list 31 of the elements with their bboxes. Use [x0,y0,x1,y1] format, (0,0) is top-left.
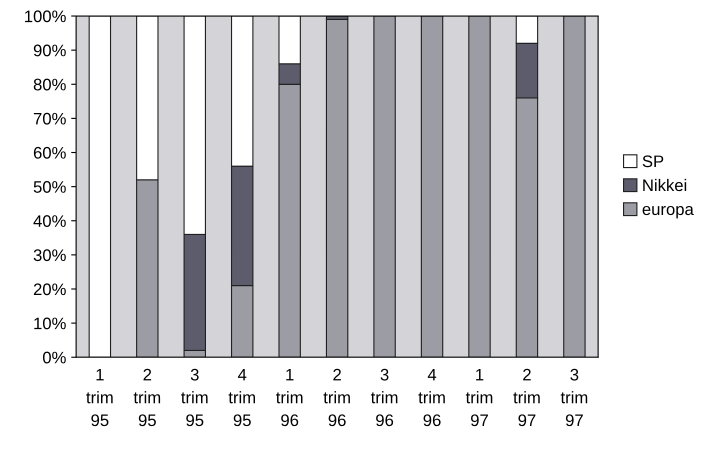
y-tick-label: 50% [34,181,66,193]
y-tick-label: 10% [34,318,66,330]
y-tick-label: 40% [33,215,66,227]
bar [373,16,396,358]
y-tick-label: 30% [34,249,66,262]
bar [326,18,348,358]
y-tick-label: 60% [34,146,66,159]
x-tick-label: 4 trim 96 [418,368,445,426]
x-tick-label: 2 trim 95 [134,368,160,426]
legend-label: SP [642,155,664,168]
legend-label: Nikkei [643,178,686,192]
x-tick-label: 3 trim 95 [181,368,208,426]
x-tick-label: 2 trim 96 [323,368,350,426]
y-tick-label: 70% [34,112,66,125]
y-tick-label: 20% [34,283,66,296]
x-tick-label: 3 trim 97 [560,368,588,426]
y-tick-label: 80% [34,78,66,90]
legend-label: europa [642,206,694,218]
x-tick-label: 3 trim 96 [370,368,398,426]
bar [468,16,491,358]
bar [88,16,112,358]
y-tick-label: 100% [25,10,66,22]
y-tick-label: 0% [42,352,66,364]
bar [563,16,586,358]
x-tick-label: 1 trim 97 [466,368,492,426]
x-tick-label: 4 trim 95 [228,368,255,426]
bar [420,16,444,358]
x-tick-label: 1 trim 96 [276,368,302,426]
x-tick-label: 1 trim 95 [86,368,113,426]
y-tick-label: 90% [34,44,66,56]
x-tick-label: 2 trim 97 [513,368,540,426]
